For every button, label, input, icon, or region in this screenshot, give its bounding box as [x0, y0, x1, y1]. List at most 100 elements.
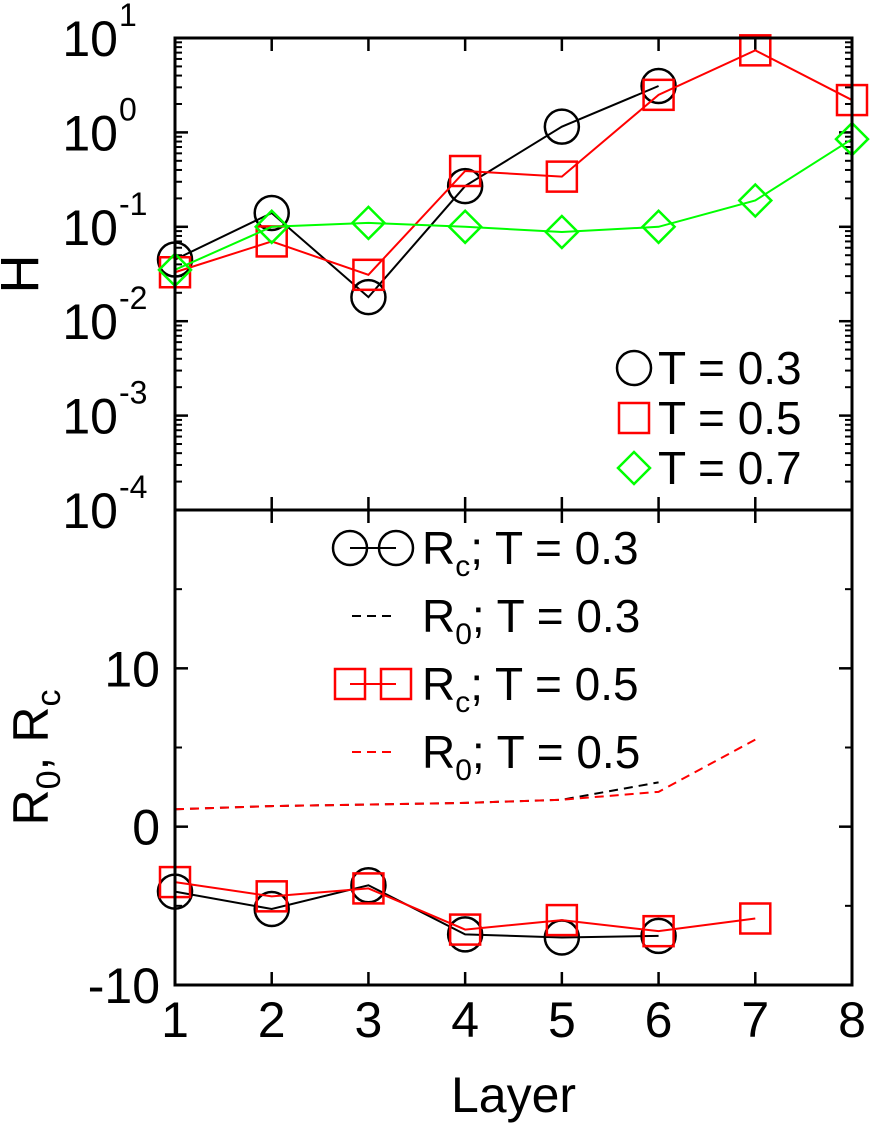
data-point — [640, 209, 677, 245]
bottom-x-tick-label: 2 — [258, 992, 286, 1048]
legend-label: T = 0.5 — [658, 392, 802, 444]
bottom-legend: Rc; T = 0.3R0; T = 0.3Rc; T = 0.5R0; T =… — [331, 522, 640, 787]
bottom-series-2 — [174, 781, 659, 811]
data-point — [352, 258, 385, 292]
series-line — [174, 85, 659, 299]
data-point — [253, 194, 290, 232]
top-y-tick-base: 10 — [62, 105, 118, 161]
legend-label-rest: ; T = 0.3 — [472, 590, 640, 642]
legend-label-rest: ; T = 0.5 — [470, 658, 638, 710]
legend-label-main: R — [422, 658, 455, 710]
bottom-x-tick-label: 3 — [355, 992, 383, 1048]
top-series-2 — [158, 34, 869, 292]
top-y-tick-exp: 1 — [119, 0, 137, 33]
legend-label-sub: c — [455, 550, 470, 583]
data-point — [446, 167, 484, 205]
top-y-tick-label: 10 1 — [62, 0, 136, 67]
legend-marker — [616, 450, 652, 486]
data-point — [739, 34, 772, 67]
legend-marker — [615, 349, 653, 387]
series-line — [174, 881, 756, 933]
data-point — [545, 903, 579, 937]
data-point — [640, 917, 677, 955]
ylabel-r0-sub: 0 — [30, 770, 68, 789]
data-point — [739, 902, 772, 935]
top-y-tick-label: 10 -3 — [62, 375, 147, 445]
top-series-3 — [157, 121, 870, 288]
legend-label: R0; T = 0.5 — [422, 726, 640, 787]
data-point — [350, 205, 387, 241]
top-y-tick-base: 10 — [62, 483, 118, 539]
top-y-tick-exp: -4 — [119, 469, 147, 505]
data-point — [446, 916, 484, 953]
bottom-plot-frame — [173, 508, 854, 987]
legend-marker — [333, 667, 367, 701]
data-point — [447, 209, 483, 245]
legend-label-main: R — [422, 590, 455, 642]
legend-label-sub: 0 — [455, 754, 472, 787]
top-y-tick-label: 10 -4 — [62, 469, 147, 539]
bottom-x-tick-label: 4 — [451, 992, 479, 1048]
top-legend: T = 0.3T = 0.5T = 0.7 — [615, 342, 802, 494]
bottom-x-tick-label: 1 — [161, 992, 189, 1048]
data-point — [448, 913, 482, 946]
data-point — [545, 160, 579, 193]
data-point — [253, 209, 290, 245]
legend-label-main: R — [422, 726, 455, 778]
data-point — [737, 182, 774, 219]
ylabel-sep: , — [3, 743, 59, 771]
top-y-tick-exp: 0 — [119, 91, 137, 127]
top-y-tick-label: 10 -1 — [62, 186, 147, 256]
ylabel-rc-sub: c — [30, 690, 68, 707]
legend-label: R0; T = 0.3 — [422, 590, 640, 651]
bottom-x-tick-label: 6 — [645, 992, 673, 1048]
top-y-axis-title: H — [0, 255, 50, 294]
ylabel-rc: R — [3, 707, 59, 743]
legend-label-sub: c — [455, 686, 470, 719]
top-y-tick-exp: -2 — [119, 280, 147, 316]
data-point — [352, 872, 385, 905]
legend-marker — [331, 529, 369, 567]
legend-label: T = 0.3 — [658, 342, 802, 394]
legend-marker — [617, 401, 651, 435]
top-y-tick-base: 10 — [62, 200, 118, 256]
bottom-series-1 — [156, 867, 677, 956]
legend-marker — [377, 529, 415, 567]
top-y-tick-label: 10 0 — [62, 91, 136, 161]
top-y-tick-label: 10 -2 — [62, 280, 147, 350]
top-y-tick-base: 10 — [62, 11, 118, 67]
data-point — [543, 108, 581, 145]
bottom-series-4 — [174, 738, 756, 811]
series-line — [174, 738, 756, 811]
bottom-x-tick-label: 5 — [548, 992, 576, 1048]
top-y-tick-exp: -1 — [119, 186, 147, 222]
legend-label-sub: 0 — [455, 618, 472, 651]
legend-label-main: R — [422, 522, 455, 574]
legend-label-rest: ; T = 0.3 — [470, 522, 638, 574]
x-axis-title: Layer — [451, 1067, 576, 1123]
bottom-y-tick-label: 0 — [132, 800, 160, 856]
series-line — [174, 781, 659, 811]
legend-label: Rc; T = 0.5 — [422, 658, 639, 719]
ylabel-r0: R — [3, 789, 59, 825]
top-series-1 — [156, 67, 677, 316]
data-point — [642, 914, 675, 948]
data-point — [253, 890, 290, 928]
data-point — [544, 214, 580, 250]
top-y-tick-exp: -3 — [119, 375, 147, 411]
legend-label: T = 0.7 — [658, 442, 802, 494]
data-point — [448, 154, 482, 188]
bottom-y-tick-label: 10 — [104, 641, 160, 697]
bottom-x-tick-label: 7 — [741, 992, 769, 1048]
series-line — [174, 138, 853, 271]
bottom-x-tick-label: 8 — [838, 992, 866, 1048]
bottom-y-tick-label: -10 — [88, 958, 160, 1014]
data-point — [350, 278, 387, 316]
top-y-tick-base: 10 — [62, 389, 118, 445]
series-line — [174, 49, 853, 276]
legend-label: Rc; T = 0.3 — [422, 522, 639, 583]
top-y-tick-base: 10 — [62, 294, 118, 350]
